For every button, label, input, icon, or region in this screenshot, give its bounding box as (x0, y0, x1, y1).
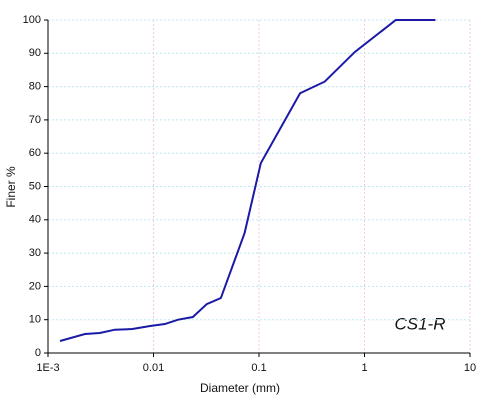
x-axis-label: Diameter (mm) (200, 381, 280, 395)
y-tick-label: 80 (29, 81, 41, 93)
data-line (59, 19, 436, 342)
y-tick-label: 0 (35, 347, 41, 359)
y-tick-label: 50 (29, 180, 41, 192)
y-tick-label: 30 (29, 247, 41, 259)
y-axis-label: Finer % (4, 166, 18, 208)
x-tick-label: 1E-3 (36, 362, 59, 374)
y-tick-label: 40 (29, 214, 41, 226)
axis-frame (47, 20, 470, 354)
y-tick-label: 90 (29, 47, 41, 59)
y-tick-label: 70 (29, 114, 41, 126)
x-tick-label: 0.01 (143, 362, 164, 374)
x-tick-label: 10 (464, 362, 476, 374)
x-tick-label: 1 (361, 362, 367, 374)
y-tick-label: 60 (29, 147, 41, 159)
annotation: CS1-R (394, 314, 445, 333)
y-tick-label: 10 (29, 314, 41, 326)
y-tick-label: 20 (29, 280, 41, 292)
x-tick-label: 0.1 (251, 362, 266, 374)
y-tick-label: 100 (23, 14, 41, 26)
